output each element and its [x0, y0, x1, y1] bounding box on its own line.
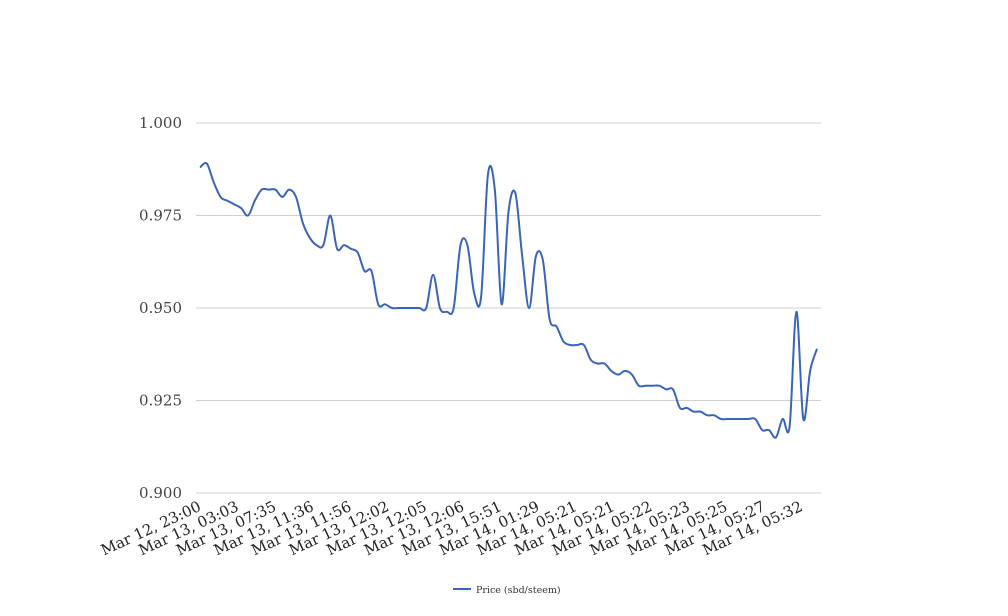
y-tick-label: 0.950: [139, 299, 182, 317]
y-tick-label: 1.000: [139, 114, 182, 132]
y-axis-tick-labels: 0.900 0.925 0.950 0.975 1.000: [139, 114, 182, 502]
y-tick-label: 0.900: [139, 484, 182, 502]
series-line: [199, 162, 818, 439]
y-tick-label: 0.925: [139, 392, 182, 410]
gridlines: [196, 122, 821, 494]
legend-label: Price (sbd/steem): [476, 585, 561, 596]
series-layer: [199, 162, 818, 439]
y-tick-label: 0.975: [139, 207, 182, 225]
legend: Price (sbd/steem): [453, 585, 561, 596]
